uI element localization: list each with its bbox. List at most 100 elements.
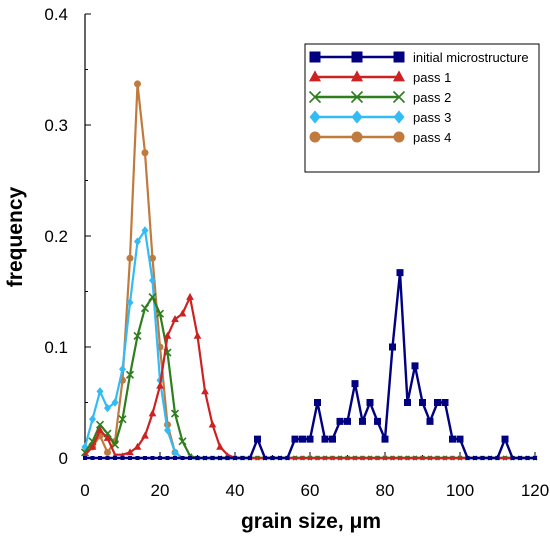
data-point [90, 456, 95, 460]
data-point [420, 455, 425, 460]
data-point [254, 435, 261, 443]
data-point [143, 456, 147, 460]
y-tick-label: 0 [59, 449, 68, 468]
legend-marker [351, 51, 363, 63]
data-point [351, 380, 359, 388]
data-point [163, 331, 172, 339]
data-point [397, 455, 403, 460]
data-point [525, 456, 530, 460]
data-point [83, 456, 87, 460]
data-point [95, 420, 105, 429]
legend-marker [309, 131, 321, 143]
data-point [315, 455, 320, 460]
data-point [120, 452, 125, 457]
data-point [89, 414, 96, 424]
data-point [457, 455, 463, 460]
data-point [164, 426, 171, 435]
data-point [442, 455, 448, 460]
data-point [374, 417, 381, 425]
data-point [98, 456, 102, 460]
data-point [390, 455, 395, 460]
data-point [375, 455, 380, 460]
data-point [456, 435, 464, 443]
data-point [141, 431, 149, 439]
data-point [435, 455, 440, 460]
data-point [405, 455, 410, 460]
data-point [149, 254, 156, 262]
data-point [285, 456, 290, 460]
data-point [178, 309, 187, 317]
series-layer [80, 80, 538, 461]
data-point [233, 456, 237, 460]
legend-marker [392, 70, 406, 82]
data-point [292, 455, 298, 460]
data-point [240, 456, 245, 460]
data-point [104, 448, 111, 456]
legend-marker [392, 90, 406, 104]
legend-label: pass 4 [413, 130, 451, 145]
data-point [203, 456, 207, 460]
data-point [173, 456, 177, 460]
data-point [186, 292, 194, 300]
data-point [103, 433, 112, 441]
data-point [367, 455, 373, 460]
legend-marker [393, 110, 405, 124]
data-point [118, 415, 127, 424]
data-point [307, 455, 313, 460]
data-point [126, 448, 134, 456]
data-point [96, 426, 104, 434]
data-point [113, 456, 117, 460]
data-point [133, 442, 142, 450]
data-point [134, 237, 141, 246]
data-point [96, 387, 104, 396]
data-point [193, 331, 202, 339]
data-point [133, 331, 142, 340]
data-point [533, 456, 537, 460]
data-point [225, 456, 230, 460]
data-point [82, 452, 88, 457]
data-point [165, 456, 170, 460]
data-point [201, 387, 209, 395]
x-tick-label: 80 [376, 481, 395, 500]
data-point [104, 403, 111, 413]
data-point [134, 80, 141, 88]
legend-marker [309, 110, 321, 124]
legend-box [304, 43, 540, 173]
data-point [382, 455, 388, 460]
x-tick-label: 120 [521, 481, 549, 500]
data-point [141, 226, 149, 235]
data-point [465, 456, 470, 460]
legend-marker [393, 51, 405, 63]
data-point [218, 456, 222, 460]
data-point [314, 399, 321, 406]
data-point [111, 398, 119, 407]
legend-label: initial microstructure [413, 50, 529, 65]
legend-marker [309, 51, 321, 63]
data-point [156, 381, 164, 389]
data-point [126, 254, 134, 262]
data-point [510, 456, 515, 460]
legend-marker [393, 131, 405, 143]
data-point [248, 456, 252, 460]
legend-marker [351, 110, 363, 124]
y-tick-label: 0.2 [44, 227, 68, 246]
data-point [366, 399, 374, 406]
data-point [495, 456, 500, 460]
data-point [141, 149, 149, 157]
data-point [291, 435, 299, 443]
data-point [488, 456, 492, 460]
data-point [171, 315, 179, 323]
x-tick-label: 40 [226, 481, 245, 500]
data-point [170, 409, 180, 418]
data-point [263, 456, 267, 460]
legend-marker [351, 131, 363, 143]
data-point [345, 455, 350, 460]
data-point [427, 455, 433, 460]
data-point [125, 370, 135, 379]
data-point [148, 292, 157, 302]
legend-label: pass 1 [413, 70, 451, 85]
data-point [195, 456, 200, 460]
data-point [344, 417, 351, 425]
data-point [216, 442, 224, 450]
data-point [518, 456, 522, 460]
